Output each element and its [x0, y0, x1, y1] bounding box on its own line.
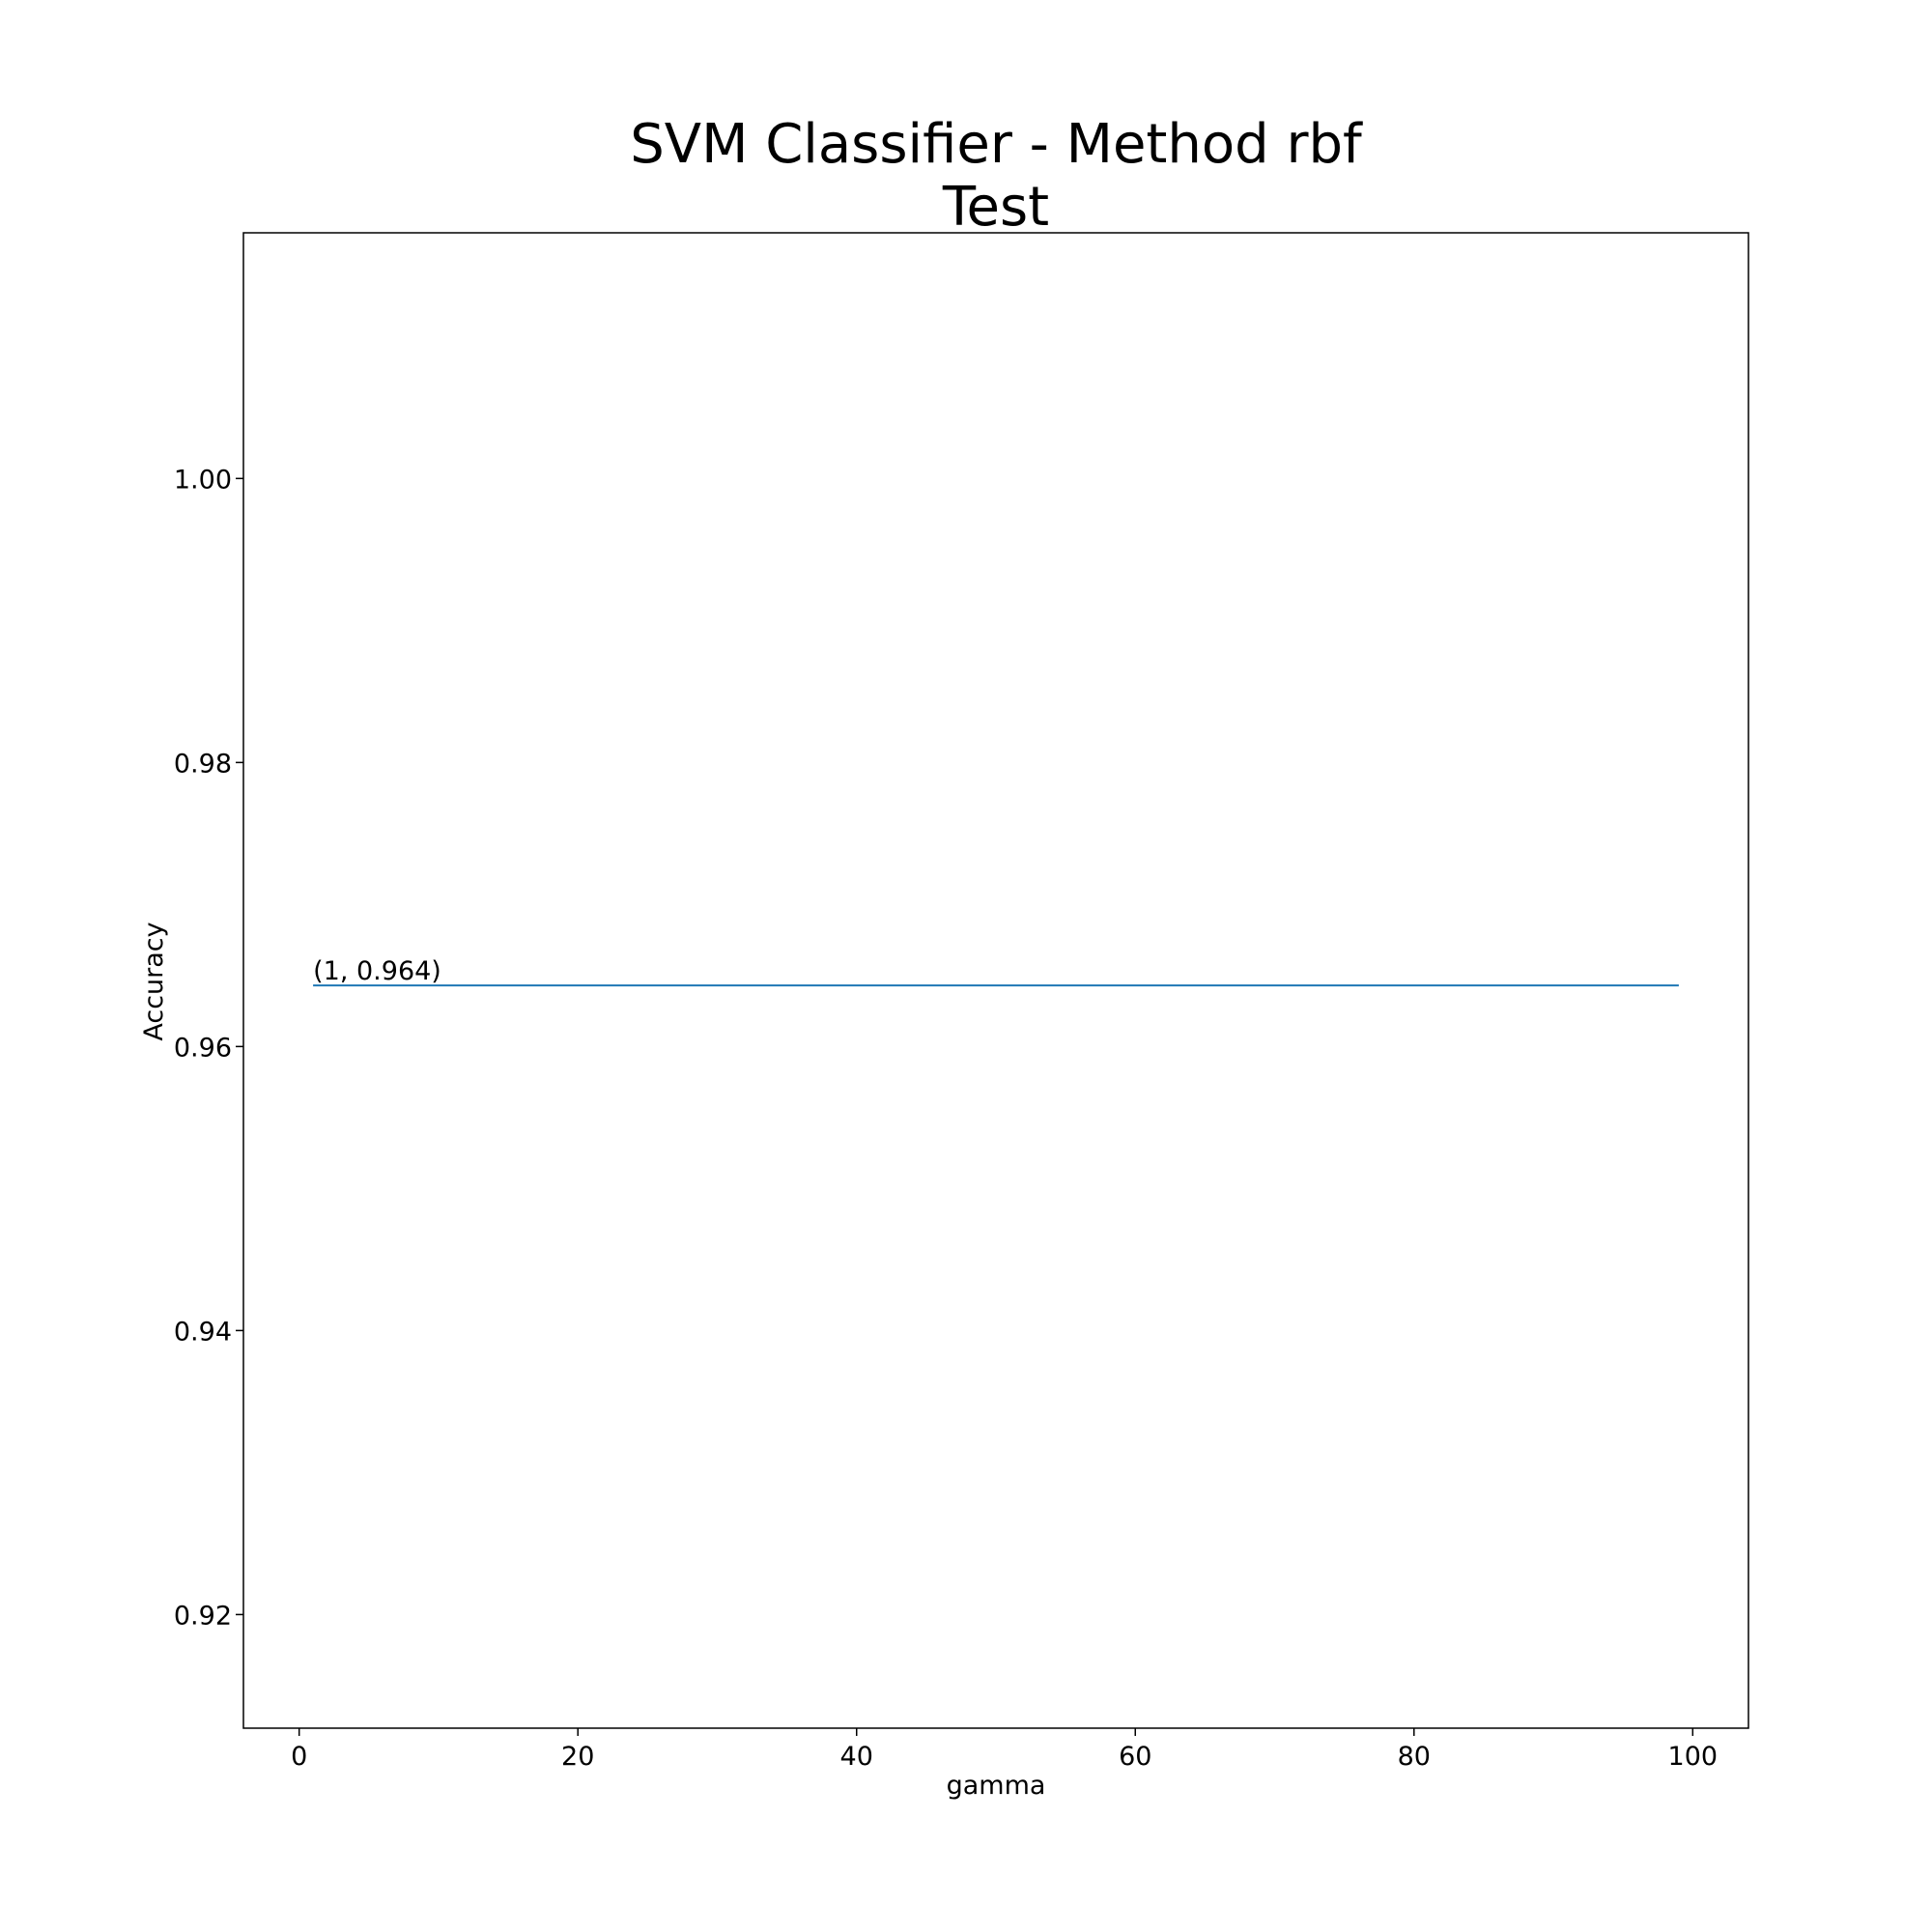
y-tick-label: 1.00 [174, 465, 232, 495]
y-axis: 0.92 0.94 0.96 0.98 1.00 [174, 465, 243, 1631]
x-tick-label: 40 [840, 1742, 873, 1772]
y-tick-label: 0.94 [174, 1317, 232, 1347]
chart-title: SVM Classifier - Method rbf [630, 113, 1363, 176]
y-tick-label: 0.98 [174, 749, 232, 779]
x-tick-label: 60 [1119, 1742, 1151, 1772]
point-annotation: (1, 0.964) [313, 956, 441, 986]
x-axis: 0 20 40 60 80 100 [291, 1728, 1718, 1772]
x-tick-label: 20 [561, 1742, 594, 1772]
y-tick-label: 0.96 [174, 1033, 232, 1063]
annotation-layer: (1, 0.964) [313, 956, 441, 986]
x-axis-label: gamma [947, 1771, 1046, 1801]
x-tick-label: 100 [1668, 1742, 1719, 1772]
y-tick-label: 0.92 [174, 1601, 232, 1631]
plot-area [242, 232, 1749, 1729]
x-tick-label: 0 [291, 1742, 307, 1772]
y-axis-label: Accuracy [139, 922, 169, 1040]
chart-subtitle: Test [942, 176, 1049, 239]
x-tick-label: 80 [1398, 1742, 1431, 1772]
